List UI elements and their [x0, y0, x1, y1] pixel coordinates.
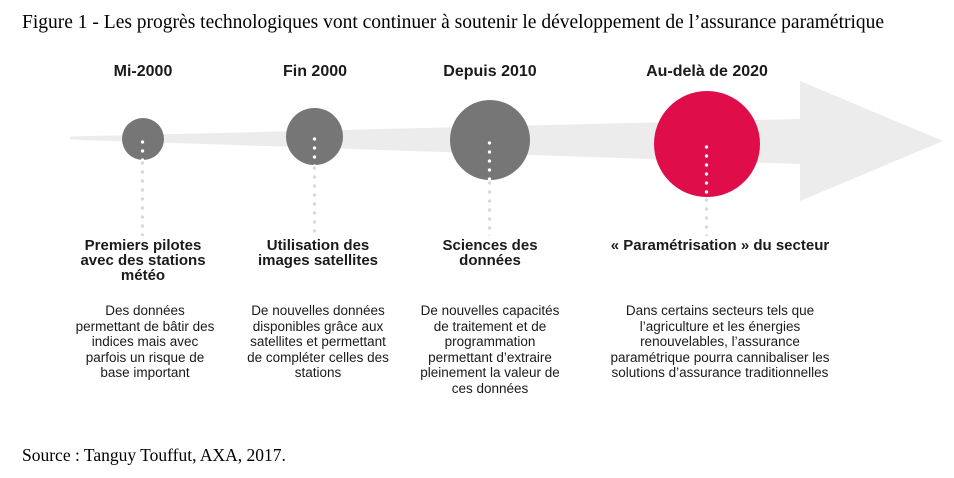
stage-heading-4: « Paramétrisation » du secteur — [610, 237, 830, 254]
dotted-connector-3 — [487, 180, 492, 236]
dotted-connector-4 — [704, 197, 709, 236]
stage-description-3: De nouvelles capacités de traitement et … — [420, 303, 560, 396]
stage-period-1: Mi-2000 — [113, 63, 173, 80]
stage-description-2: De nouvelles données disponibles grâce a… — [247, 303, 389, 380]
dotted-connector-2 — [312, 165, 317, 236]
stage-heading-2: Utilisation des images satellites — [257, 237, 379, 269]
stage-heading-1: Premiers pilotes avec des stations météo — [80, 237, 206, 284]
stage-period-2: Fin 2000 — [282, 63, 348, 80]
figure-title: Figure 1 - Les progrès technologiques vo… — [22, 12, 885, 33]
stage-description-4: Dans certains secteurs tels que l’agricu… — [610, 303, 830, 380]
dotted-connector-inner-2 — [312, 136, 317, 165]
dotted-connector-inner-1 — [140, 139, 145, 160]
dotted-connector-1 — [140, 160, 145, 236]
dotted-connector-inner-4 — [704, 144, 709, 197]
figure-source: Source : Tanguy Touffut, AXA, 2017. — [22, 445, 286, 465]
stage-period-3: Depuis 2010 — [443, 63, 537, 80]
dotted-connector-inner-3 — [487, 140, 492, 180]
stage-period-4: Au-delà de 2020 — [646, 63, 768, 80]
stage-description-1: Des données permettant de bâtir des indi… — [75, 303, 215, 380]
stage-heading-3: Sciences des données — [442, 237, 538, 269]
